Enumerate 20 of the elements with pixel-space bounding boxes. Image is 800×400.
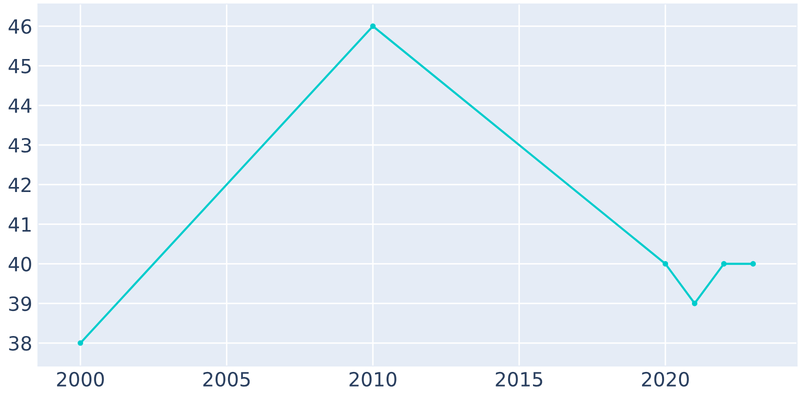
y-tick-label: 39 <box>9 296 32 312</box>
y-tick-label: 45 <box>8 58 31 74</box>
y-tick-label: 43 <box>8 138 31 153</box>
y-tick-label: 38 <box>9 336 32 351</box>
point <box>370 23 376 29</box>
y-tick-label: 42 <box>8 178 30 192</box>
x-tick-label: 2010 <box>350 372 396 387</box>
point <box>662 261 668 267</box>
x-tick-label: 2005 <box>203 372 250 387</box>
point <box>750 261 756 267</box>
point <box>692 300 698 306</box>
x-tick-label: 2020 <box>642 372 689 387</box>
point <box>721 261 727 267</box>
x-tick-label: 2015 <box>496 372 542 387</box>
y-tick-label: 40 <box>8 256 32 272</box>
y-tick-label: 46 <box>8 19 32 34</box>
x-tick-label: 2000 <box>57 372 104 387</box>
y-tick-label: 44 <box>8 98 32 113</box>
y-tick-label: 41 <box>8 217 31 232</box>
point <box>78 340 84 346</box>
